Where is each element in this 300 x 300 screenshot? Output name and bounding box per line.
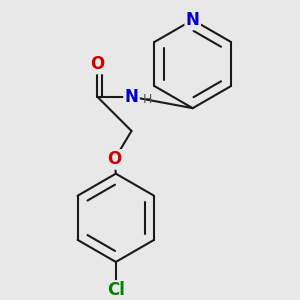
Text: H: H bbox=[142, 93, 152, 106]
Text: N: N bbox=[124, 88, 138, 106]
Text: O: O bbox=[107, 150, 122, 168]
Text: N: N bbox=[186, 11, 200, 29]
Text: Cl: Cl bbox=[107, 281, 125, 299]
Text: O: O bbox=[90, 55, 104, 73]
